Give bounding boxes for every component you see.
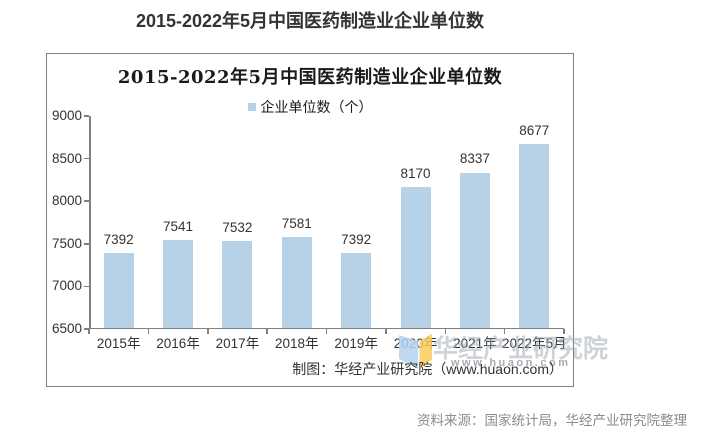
chart-frame: 2015-2022年5月中国医药制造业企业单位数 企业单位数（个） 6500 70… [46, 53, 608, 387]
bar-2021年 [459, 172, 490, 328]
y-axis-tick [84, 328, 89, 330]
x-axis-label: 2022年5月 [502, 336, 567, 351]
y-axis-line [89, 116, 91, 329]
x-axis-label: 2016年 [156, 336, 200, 351]
x-axis-label: 2021年 [453, 336, 497, 351]
bar-value-label: 7541 [163, 219, 194, 235]
y-axis-label: 6500 [51, 321, 82, 336]
bar-value-label: 8337 [459, 151, 490, 167]
y-axis-label: 8500 [51, 150, 82, 166]
x-axis-tick [444, 329, 446, 334]
y-axis-label: 9000 [51, 108, 82, 123]
x-axis-tick [503, 329, 506, 334]
bar-2017年 [222, 241, 253, 328]
bar-2019年 [341, 253, 372, 328]
bar-value-label: 7392 [103, 232, 134, 247]
chart-credit-text: 制图：华经产业研究院（www.huaon.com） [292, 361, 563, 377]
x-axis-tick [207, 329, 209, 334]
y-axis-label: 7500 [51, 235, 82, 251]
x-axis-label: 2018年 [275, 336, 319, 351]
x-axis-label: 2015年 [96, 336, 141, 351]
bar-2016年 [163, 240, 194, 328]
bar-value-label: 8170 [400, 165, 431, 181]
legend-marker-icon [247, 103, 256, 111]
y-axis-label: 7000 [51, 278, 82, 294]
x-axis-tick [325, 329, 328, 334]
bar-2018年 [281, 236, 312, 328]
bar-2015年 [103, 253, 134, 328]
y-axis-tick [84, 243, 89, 245]
chart-legend: 企业单位数（个） [47, 97, 573, 117]
plot-area: 6500 7000 7500 8000 8500 9000 7392 2015年 7541 201… [52, 108, 567, 351]
y-axis-label: 8000 [51, 193, 82, 209]
x-axis-label: 2017年 [215, 336, 260, 351]
x-axis-tick [147, 329, 150, 334]
chart-title: 2015-2022年5月中国医药制造业企业单位数 [117, 67, 503, 88]
y-axis-tick [84, 200, 89, 202]
source-note: 资料来源：国家统计局，华经产业研究院整理 [417, 413, 687, 428]
x-axis-tick [88, 329, 90, 334]
y-axis-tick [84, 157, 89, 160]
x-axis-tick [266, 329, 268, 334]
x-axis-tick [563, 329, 565, 334]
bar-value-label: 7581 [281, 215, 312, 231]
y-axis-tick [84, 285, 89, 288]
bar-value-label: 8677 [519, 122, 550, 138]
bar-value-label: 7392 [341, 232, 372, 247]
y-axis-tick [84, 115, 89, 117]
bar-value-label: 7532 [222, 220, 253, 236]
bar-2020年 [400, 186, 431, 328]
legend-label: 企业单位数（个） [260, 100, 373, 116]
page-title: 2015-2022年5月中国医药制造业企业单位数 [135, 11, 485, 31]
bar-2022年5月 [519, 143, 550, 328]
x-axis-label: 2019年 [334, 336, 378, 351]
x-axis-line [89, 327, 564, 329]
x-axis-tick [385, 329, 387, 334]
